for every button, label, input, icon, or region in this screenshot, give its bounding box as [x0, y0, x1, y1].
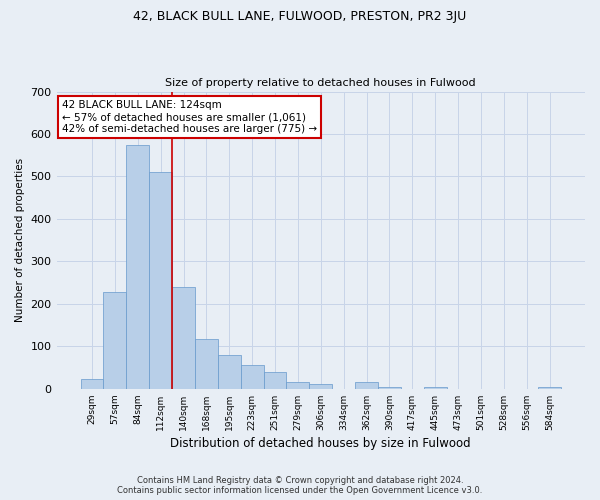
Bar: [424, 386, 446, 389]
Bar: [149, 172, 172, 389]
Title: Size of property relative to detached houses in Fulwood: Size of property relative to detached ho…: [166, 78, 476, 88]
Text: Contains HM Land Registry data © Crown copyright and database right 2024.
Contai: Contains HM Land Registry data © Crown c…: [118, 476, 482, 495]
Bar: [538, 386, 561, 389]
Bar: [310, 384, 332, 389]
Bar: [195, 338, 218, 389]
Bar: [172, 287, 195, 389]
Bar: [355, 382, 378, 389]
Bar: [378, 386, 401, 389]
Bar: [263, 372, 286, 389]
Bar: [80, 380, 103, 389]
Text: 42, BLACK BULL LANE, FULWOOD, PRESTON, PR2 3JU: 42, BLACK BULL LANE, FULWOOD, PRESTON, P…: [133, 10, 467, 23]
Bar: [286, 382, 310, 389]
Bar: [127, 144, 149, 389]
Bar: [241, 366, 263, 389]
X-axis label: Distribution of detached houses by size in Fulwood: Distribution of detached houses by size …: [170, 437, 471, 450]
Y-axis label: Number of detached properties: Number of detached properties: [15, 158, 25, 322]
Bar: [218, 355, 241, 389]
Bar: [103, 292, 127, 389]
Text: 42 BLACK BULL LANE: 124sqm
← 57% of detached houses are smaller (1,061)
42% of s: 42 BLACK BULL LANE: 124sqm ← 57% of deta…: [62, 100, 317, 134]
